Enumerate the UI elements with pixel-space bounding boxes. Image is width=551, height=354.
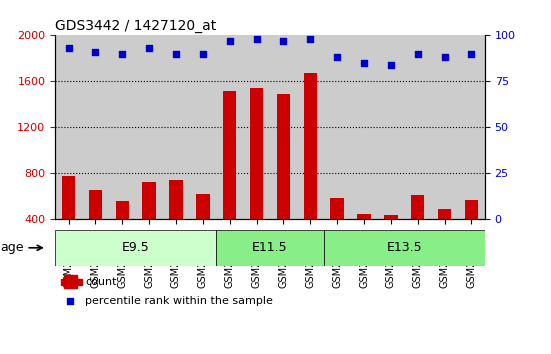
Text: E9.5: E9.5: [122, 241, 149, 254]
Point: [91, 49, 100, 55]
Point: [279, 38, 288, 44]
Point: [333, 55, 342, 60]
Text: E11.5: E11.5: [252, 241, 288, 254]
Bar: [270, 35, 297, 219]
Bar: [169, 181, 183, 266]
Bar: [250, 88, 263, 266]
Bar: [377, 35, 404, 219]
Text: GDS3442 / 1427120_at: GDS3442 / 1427120_at: [55, 19, 217, 33]
Text: count: count: [85, 277, 117, 287]
Bar: [464, 200, 478, 266]
Bar: [196, 194, 209, 266]
Bar: [411, 195, 424, 266]
Bar: [116, 201, 129, 266]
Text: percentile rank within the sample: percentile rank within the sample: [85, 296, 273, 306]
Bar: [109, 35, 136, 219]
Point: [118, 51, 127, 57]
Point: [66, 298, 74, 304]
Bar: [62, 176, 75, 266]
Point: [440, 55, 449, 60]
FancyBboxPatch shape: [323, 230, 485, 266]
Text: E13.5: E13.5: [386, 241, 422, 254]
Bar: [64, 275, 77, 288]
Bar: [163, 35, 190, 219]
Point: [171, 51, 180, 57]
Point: [252, 36, 261, 42]
Point: [225, 38, 234, 44]
Bar: [350, 35, 377, 219]
Bar: [331, 198, 344, 266]
Bar: [438, 209, 451, 266]
Bar: [190, 35, 216, 219]
Point: [145, 45, 154, 51]
Point: [467, 51, 476, 57]
Bar: [404, 35, 431, 219]
Point: [413, 51, 422, 57]
FancyBboxPatch shape: [216, 230, 323, 266]
Bar: [89, 190, 102, 266]
Bar: [55, 35, 82, 219]
Text: age: age: [0, 241, 42, 254]
Point: [306, 36, 315, 42]
Point: [360, 60, 369, 66]
Bar: [431, 35, 458, 219]
Bar: [304, 73, 317, 266]
FancyBboxPatch shape: [55, 230, 216, 266]
Bar: [223, 91, 236, 266]
Point: [64, 45, 73, 51]
Bar: [243, 35, 270, 219]
Bar: [142, 182, 156, 266]
Point: [198, 51, 207, 57]
Bar: [384, 215, 398, 266]
Bar: [216, 35, 243, 219]
Bar: [82, 35, 109, 219]
Bar: [277, 94, 290, 266]
Bar: [458, 35, 485, 219]
Point: [386, 62, 395, 68]
Bar: [136, 35, 163, 219]
Bar: [357, 214, 371, 266]
Bar: [297, 35, 323, 219]
Bar: [323, 35, 350, 219]
